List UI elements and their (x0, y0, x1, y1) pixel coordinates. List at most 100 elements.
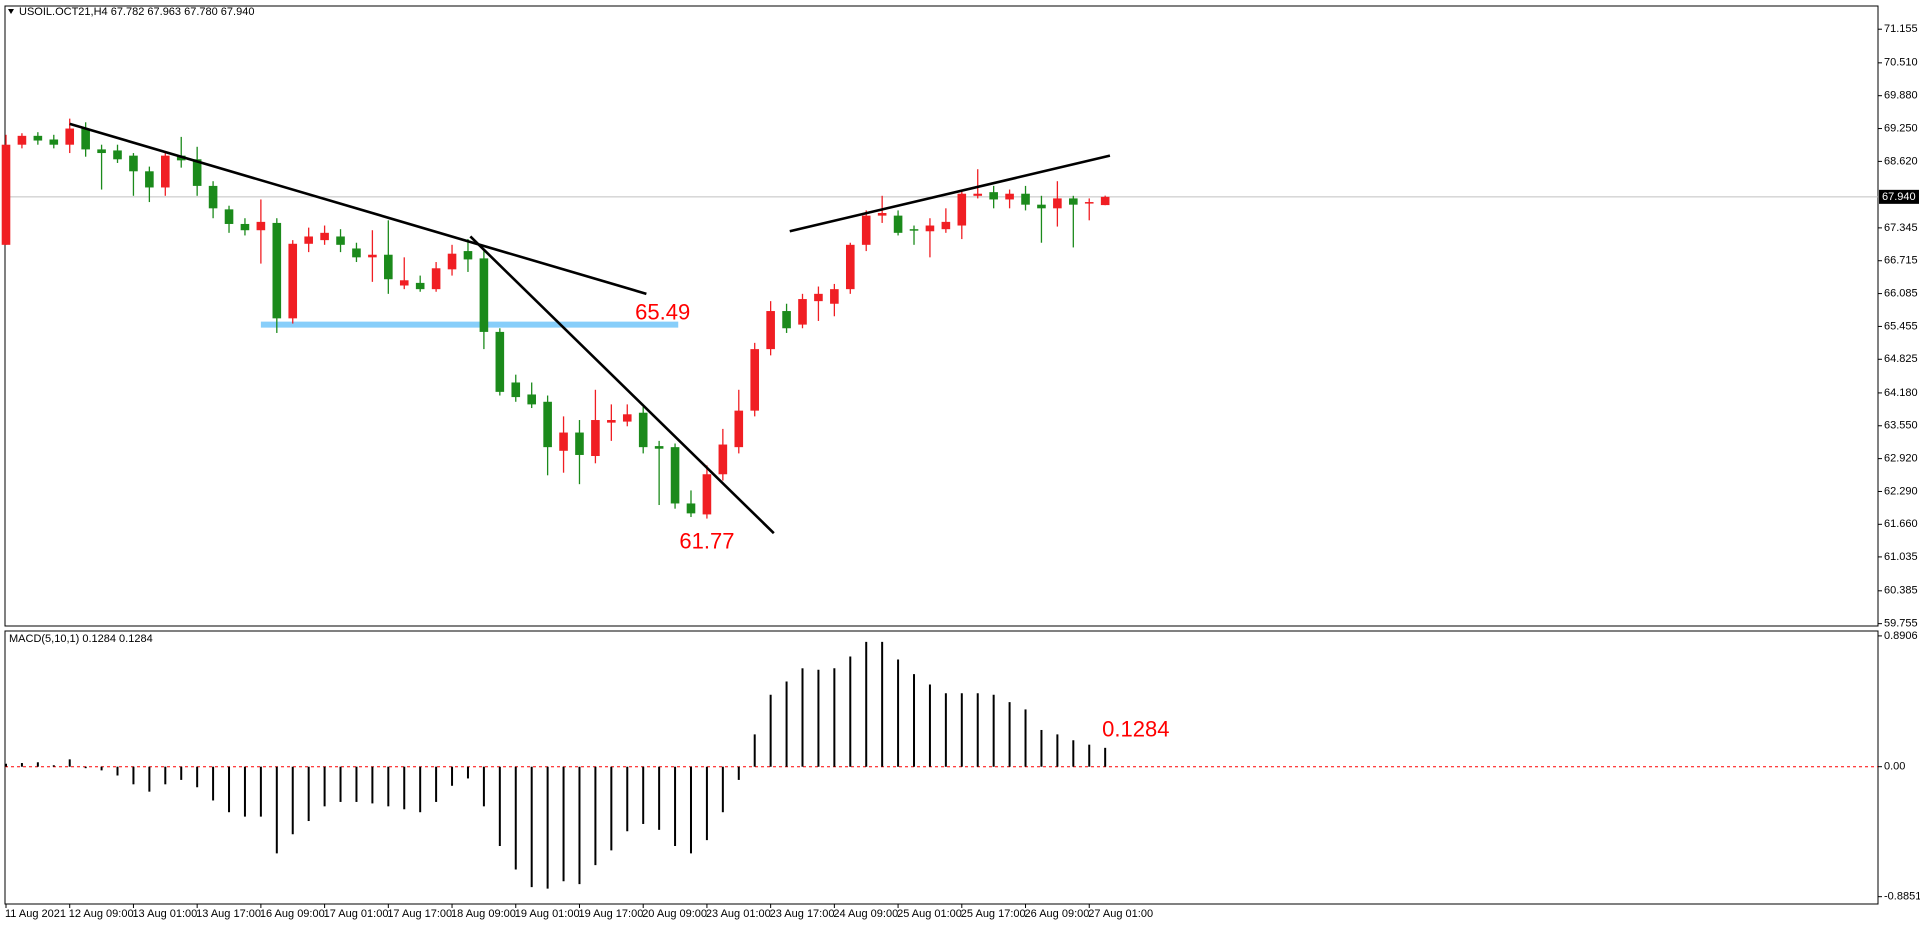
candle-body (734, 410, 744, 448)
x-tick-label: 12 Aug 09:00 (69, 908, 134, 920)
candle-body (909, 229, 919, 231)
candle-body (925, 225, 935, 232)
candle-body (384, 254, 393, 280)
x-tick-label: 17 Aug 17:00 (387, 908, 452, 920)
candle-body (877, 213, 887, 216)
candle-body (575, 432, 584, 455)
y-tick-label: 63.550 (1884, 420, 1918, 432)
candle-body (49, 139, 59, 145)
x-tick-label: 20 Aug 09:00 (642, 908, 707, 920)
candle-body (766, 311, 775, 350)
y-tick-label: 60.385 (1884, 585, 1918, 597)
x-tick-label: 13 Aug 17:00 (196, 908, 261, 920)
macd-panel (4, 630, 1879, 905)
chart-title: USOIL.OCT21,H4 67.782 67.963 67.780 67.9… (19, 6, 254, 18)
candle-body (957, 193, 967, 226)
y-tick-label: 64.180 (1884, 387, 1918, 399)
candle-body (893, 215, 903, 233)
candle-body (272, 222, 282, 319)
candle-body (145, 171, 154, 188)
x-tick-label: 17 Aug 01:00 (324, 908, 389, 920)
candle-body (1021, 193, 1030, 205)
y-tick-label: 62.920 (1884, 453, 1918, 465)
y-tick-label: -0.8851 (1884, 891, 1920, 903)
x-tick-label: 16 Aug 09:00 (260, 908, 325, 920)
low-label: 61.77 (679, 528, 734, 553)
candle-body (65, 128, 75, 145)
x-tick-label: 25 Aug 17:00 (961, 908, 1026, 920)
x-tick-label: 13 Aug 01:00 (132, 908, 197, 920)
candle-body (686, 503, 696, 514)
candle-body (1053, 198, 1062, 209)
x-tick-label: 24 Aug 09:00 (833, 908, 898, 920)
candle-body (1100, 196, 1110, 206)
y-tick-label: 0.8906 (1884, 630, 1918, 642)
price-panel (4, 5, 1879, 627)
candle-body (670, 447, 680, 504)
y-tick-label: 68.620 (1884, 155, 1918, 167)
candle-body (622, 414, 632, 422)
candle-body (814, 293, 823, 302)
candle-body (559, 432, 568, 451)
value-label: 0.1284 (1102, 717, 1169, 742)
candle-body (973, 193, 983, 196)
candle-body (1069, 198, 1078, 205)
y-tick-label: 66.715 (1884, 255, 1918, 267)
candle-body (304, 236, 313, 244)
candle-body (591, 420, 600, 457)
candle-body (33, 135, 43, 141)
candle-body (607, 420, 616, 423)
candle-body (320, 232, 329, 241)
candle-body (1005, 193, 1014, 200)
candle-body (463, 251, 473, 260)
candle-body (989, 192, 998, 200)
candle-body (352, 248, 361, 258)
candle-body (161, 155, 170, 188)
candle-body (830, 289, 839, 304)
candle-body (399, 280, 409, 286)
x-tick-label: 26 Aug 09:00 (1025, 908, 1090, 920)
y-tick-label: 64.825 (1884, 353, 1918, 365)
level-label: 65.49 (635, 299, 690, 324)
candle-body (97, 149, 106, 154)
candle-body (511, 382, 521, 398)
candle-body (17, 135, 27, 145)
current-price-label: 67.940 (1882, 191, 1916, 203)
candle-body (543, 401, 552, 448)
x-tick-label: 23 Aug 01:00 (706, 908, 771, 920)
trendline (789, 154, 1111, 233)
candle-body (415, 282, 425, 290)
y-tick-label: 66.085 (1884, 287, 1918, 299)
candle-body (654, 446, 664, 449)
candle-body (192, 159, 202, 186)
y-tick-label: 61.035 (1884, 551, 1918, 563)
candle-body (527, 394, 536, 405)
candle-body (941, 221, 951, 230)
candle-body (845, 244, 855, 290)
x-tick-label: 23 Aug 17:00 (770, 908, 835, 920)
y-tick-label: 65.455 (1884, 320, 1918, 332)
y-tick-label: 71.155 (1884, 23, 1918, 35)
y-tick-label: 69.880 (1884, 90, 1918, 102)
candle-body (718, 444, 728, 475)
candle-body (479, 258, 489, 332)
current-price-box (1879, 189, 1919, 204)
candle-body (1, 144, 11, 245)
candle-body (750, 349, 760, 411)
candle-body (447, 253, 457, 270)
x-tick-label: 11 Aug 2021 (5, 908, 66, 920)
candle-body (782, 311, 791, 329)
candle-body (1084, 202, 1094, 204)
trendline (69, 122, 647, 296)
candle-body (1037, 204, 1046, 209)
candle-body (113, 150, 122, 160)
x-tick-label: 18 Aug 09:00 (451, 908, 516, 920)
candle-body (336, 236, 345, 245)
candle-body (702, 474, 712, 515)
candle-body (431, 268, 441, 290)
candle-body (861, 215, 871, 245)
y-tick-label: 67.345 (1884, 222, 1918, 234)
x-tick-label: 25 Aug 01:00 (897, 908, 962, 920)
